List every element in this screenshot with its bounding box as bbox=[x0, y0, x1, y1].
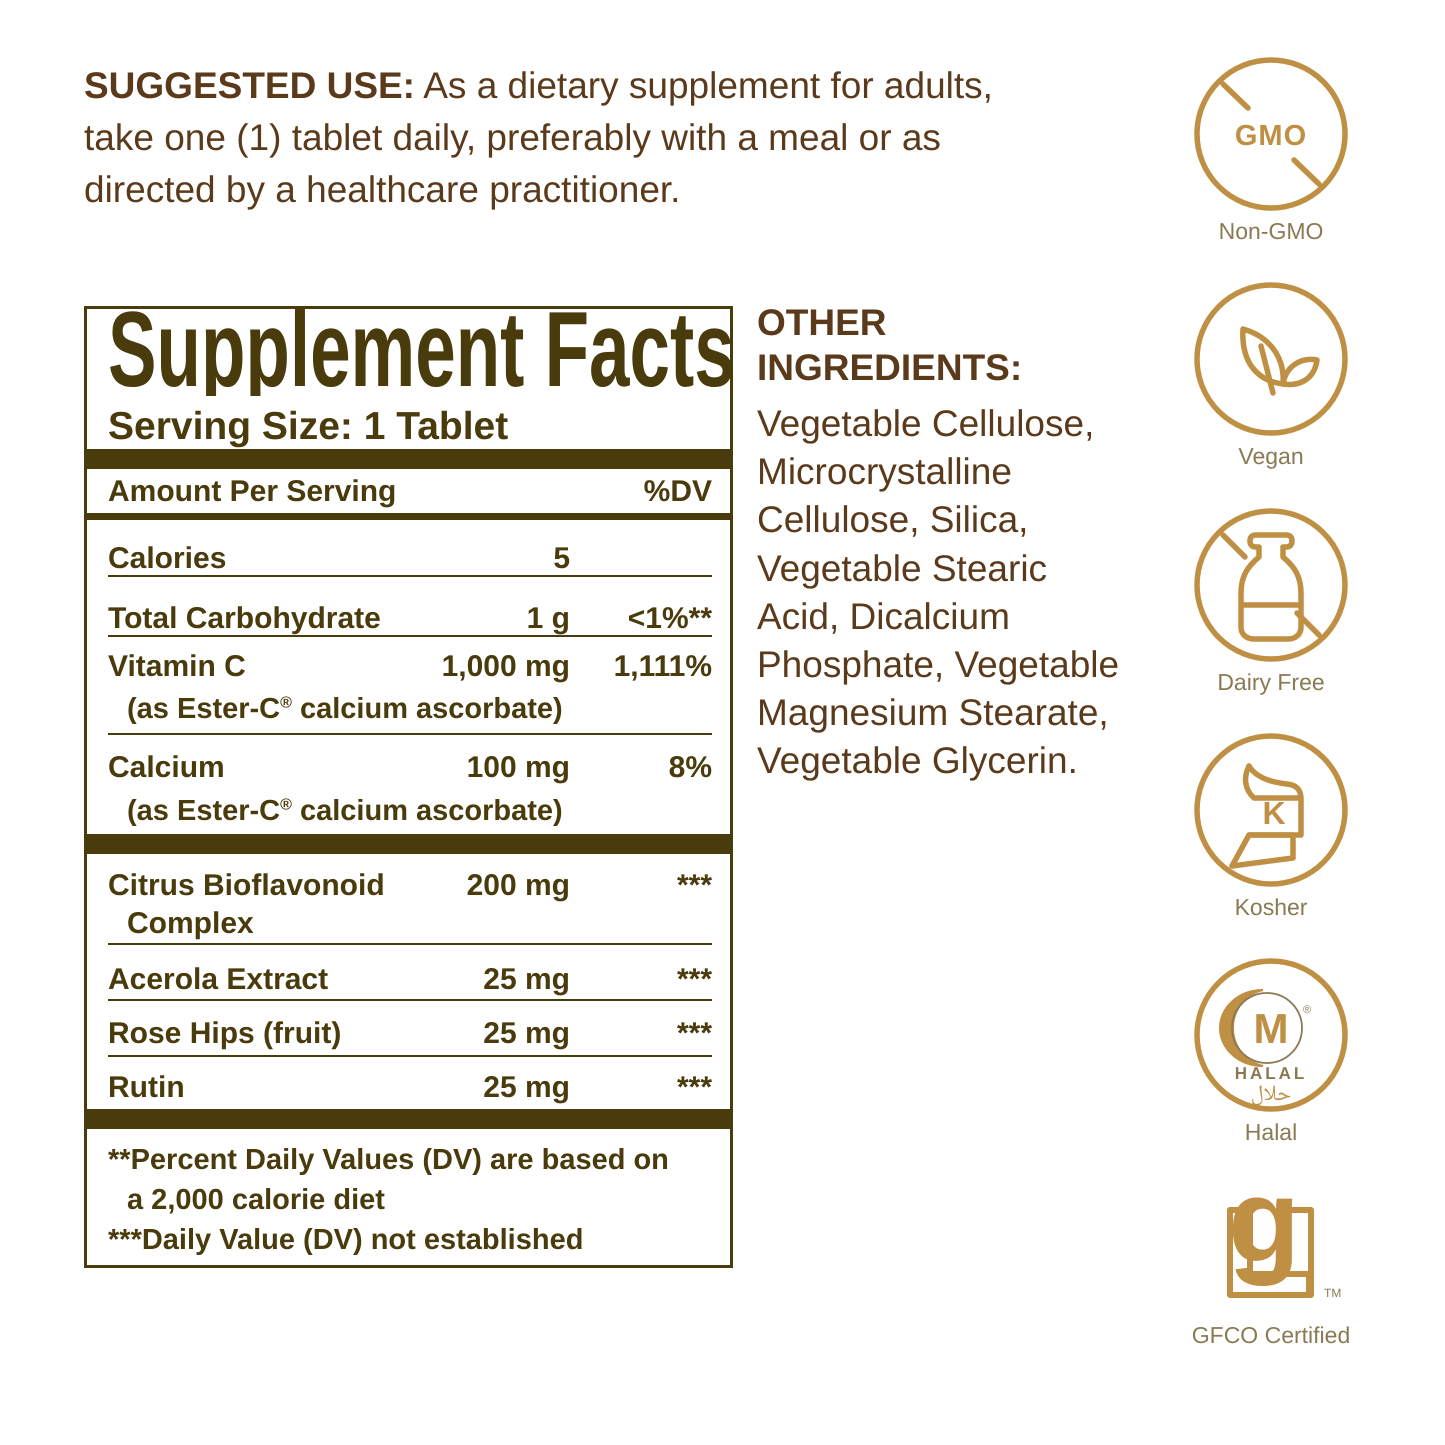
svg-text:حلال: حلال bbox=[1251, 1076, 1292, 1113]
svg-text:g: g bbox=[1228, 1160, 1300, 1287]
svg-text:M: M bbox=[1254, 1005, 1289, 1052]
svg-text:®: ® bbox=[1303, 1004, 1311, 1016]
svg-text:K: K bbox=[1262, 795, 1285, 831]
svg-text:TM: TM bbox=[1324, 1286, 1341, 1300]
svg-text:GMO: GMO bbox=[1235, 120, 1307, 152]
